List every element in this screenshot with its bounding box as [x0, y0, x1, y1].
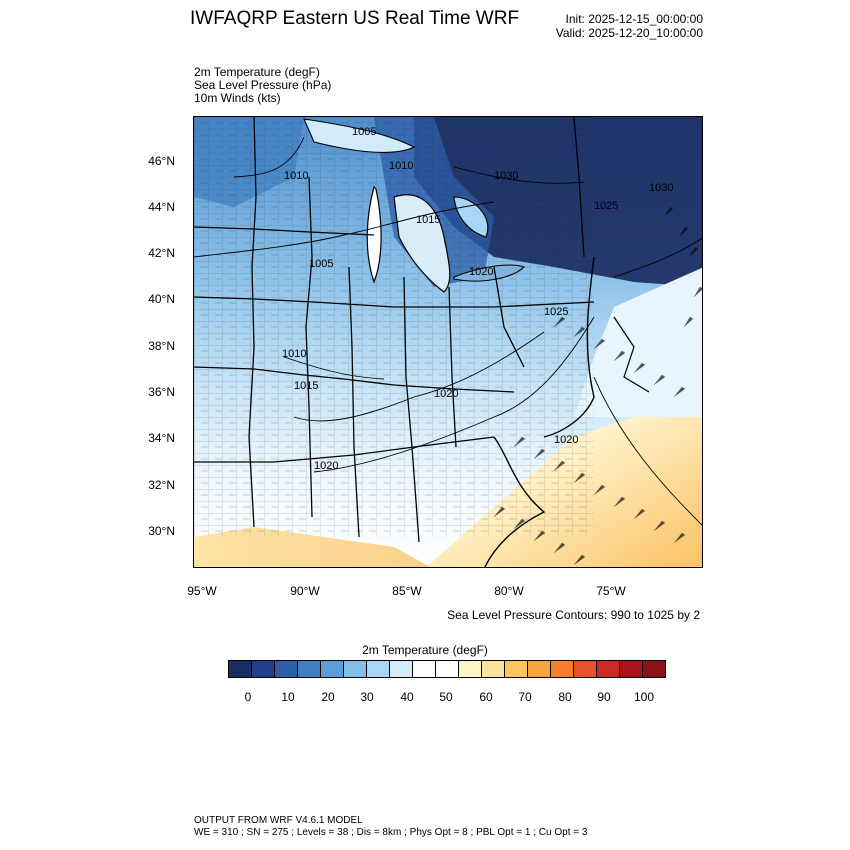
contour-label: 1015	[416, 214, 440, 226]
model-info-line2: WE = 310 ; SN = 275 ; Levels = 38 ; Dis …	[194, 827, 588, 838]
colorbar-swatch	[252, 661, 275, 677]
lon-label: 95°W	[187, 584, 217, 598]
colorbar-tick: 60	[479, 690, 493, 704]
lat-label: 44°N	[148, 200, 175, 214]
colorbar-swatch	[436, 661, 459, 677]
lat-label: 36°N	[148, 385, 175, 399]
model-info-line1: OUTPUT FROM WRF V4.6.1 MODEL	[194, 815, 363, 826]
lat-label: 46°N	[148, 154, 175, 168]
colorbar-tick: 90	[597, 690, 611, 704]
lat-label: 30°N	[148, 524, 175, 538]
contour-label: 1005	[352, 126, 376, 138]
colorbar-tick: 30	[360, 690, 374, 704]
colorbar-swatch	[620, 661, 643, 677]
colorbar-swatch	[574, 661, 597, 677]
colorbar-tick: 70	[518, 690, 532, 704]
field-label-pressure: Sea Level Pressure (hPa)	[194, 78, 332, 92]
lat-label: 32°N	[148, 478, 175, 492]
colorbar-swatch	[275, 661, 298, 677]
contour-label: 1020	[469, 266, 493, 278]
contour-label: 1005	[309, 258, 333, 270]
map-canvas: 1005 1010 1010 1030 1030 1015 1005 1020 …	[194, 117, 702, 567]
colorbar-swatch	[551, 661, 574, 677]
lon-label: 85°W	[392, 584, 422, 598]
colorbar-tick: 40	[400, 690, 414, 704]
contour-label: 1030	[649, 182, 673, 194]
plot-title: IWFAQRP Eastern US Real Time WRF	[190, 8, 520, 29]
colorbar-swatch	[413, 661, 436, 677]
weather-map: 1005 1010 1010 1030 1030 1015 1005 1020 …	[193, 116, 703, 568]
field-label-winds: 10m Winds (kts)	[194, 91, 281, 105]
contour-label: 1015	[294, 380, 318, 392]
colorbar-swatch	[528, 661, 551, 677]
lat-label: 38°N	[148, 339, 175, 353]
lat-label: 40°N	[148, 292, 175, 306]
field-label-temperature: 2m Temperature (degF)	[194, 65, 320, 79]
lon-label: 80°W	[494, 584, 524, 598]
colorbar-swatch	[505, 661, 528, 677]
contour-label: 1010	[284, 170, 308, 182]
lon-label: 90°W	[290, 584, 320, 598]
colorbar-swatch	[459, 661, 482, 677]
colorbar-tick: 80	[558, 690, 572, 704]
valid-time: Valid: 2025-12-20_10:00:00	[555, 26, 703, 40]
contour-label: 1010	[389, 160, 413, 172]
colorbar-tick: 10	[281, 690, 295, 704]
colorbar-swatch	[390, 661, 413, 677]
contour-label: 1025	[544, 306, 568, 318]
colorbar-swatch	[597, 661, 620, 677]
init-time: Init: 2025-12-15_00:00:00	[565, 12, 703, 26]
colorbar-swatch	[298, 661, 321, 677]
colorbar-swatch	[229, 661, 252, 677]
colorbar-tick: 50	[439, 690, 453, 704]
colorbar-tick: 20	[321, 690, 335, 704]
colorbar-title: 2m Temperature (degF)	[362, 643, 488, 657]
contour-label: 1020	[554, 434, 578, 446]
lat-label: 42°N	[148, 246, 175, 260]
contour-label: 1025	[594, 200, 618, 212]
contour-label: 1030	[494, 170, 518, 182]
colorbar	[228, 660, 666, 678]
contour-label: 1020	[314, 460, 338, 472]
contour-label: 1010	[282, 348, 306, 360]
colorbar-tick: 0	[244, 690, 252, 704]
colorbar-swatch	[367, 661, 390, 677]
colorbar-swatch	[321, 661, 344, 677]
colorbar-swatch	[482, 661, 505, 677]
colorbar-swatch	[643, 661, 665, 677]
colorbar-swatch	[344, 661, 367, 677]
contours-note: Sea Level Pressure Contours: 990 to 1025…	[447, 608, 700, 622]
lon-label: 75°W	[596, 584, 626, 598]
lat-label: 34°N	[148, 431, 175, 445]
contour-label: 1020	[434, 388, 458, 400]
colorbar-tick: 100	[633, 690, 655, 704]
